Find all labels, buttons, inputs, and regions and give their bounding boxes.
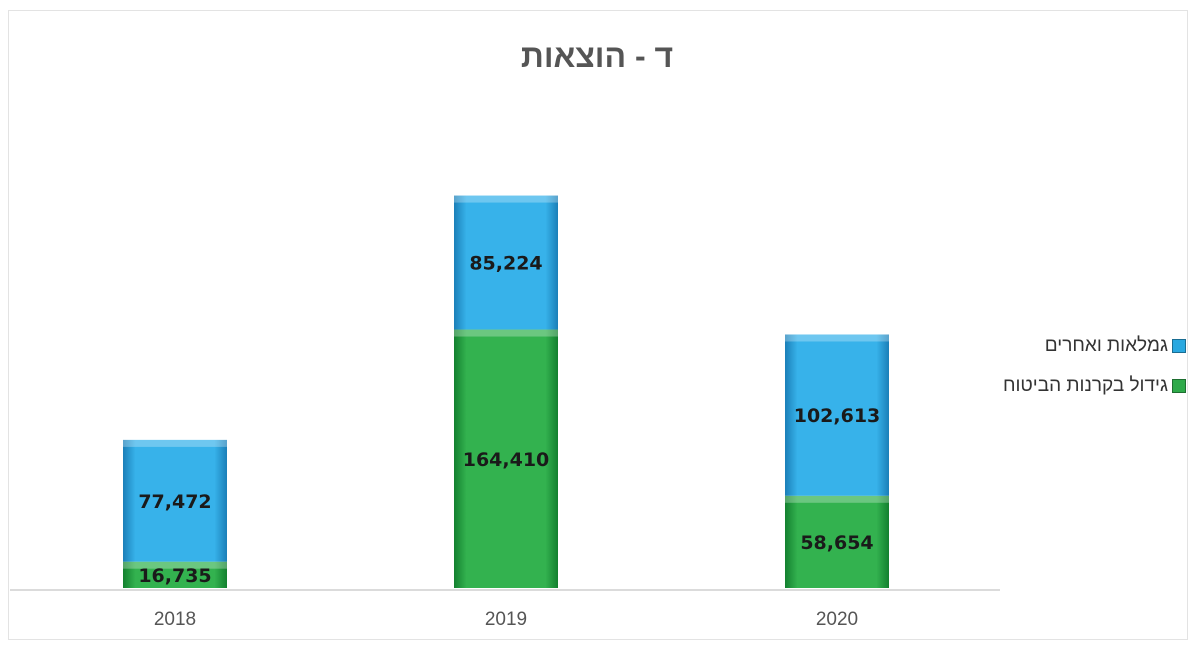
x-tick-2018: 2018 [154,609,196,630]
bar-pensions-2020 [785,334,889,496]
bar-pensions-2019 [454,195,558,330]
legend-item-insurance-funds: גידול בקרנות הביטוח [960,373,1186,399]
bar-insurance-funds-2018 [123,561,227,588]
bar-insurance-funds-2020 [785,495,889,588]
legend-swatch-pensions [1172,339,1186,353]
data-label-insurance-funds-2019: 164,410 [463,449,550,471]
x-tick-2020: 2020 [816,609,858,630]
bar-bevel-insurance-funds-2018 [123,561,227,569]
data-label-insurance-funds-2018: 16,735 [138,565,211,587]
chart-title: ד - הוצאות [520,38,674,74]
data-label-pensions-2020: 102,613 [794,405,881,427]
legend-label-insurance-funds: גידול בקרנות הביטוח [1002,375,1168,396]
bar-bevel-pensions-2018 [123,439,227,447]
bar-bevel-pensions-2019 [454,195,558,203]
legend-swatch-insurance-funds [1172,379,1186,393]
data-label-pensions-2018: 77,472 [138,491,211,513]
data-label-insurance-funds-2020: 58,654 [800,532,873,554]
bar-bevel-insurance-funds-2019 [454,329,558,337]
legend-item-pensions: גמלאות ואחרים [960,333,1186,359]
bar-insurance-funds-2019 [454,329,558,588]
data-label-pensions-2019: 85,224 [469,253,542,275]
bar-bevel-insurance-funds-2020 [785,495,889,503]
bar-pensions-2018 [123,439,227,562]
legend: גמלאות ואחרים גידול בקרנות הביטוח [960,333,1186,413]
x-tick-2019: 2019 [485,609,527,630]
bar-bevel-pensions-2020 [785,334,889,342]
legend-label-pensions: גמלאות ואחרים [1044,335,1168,356]
